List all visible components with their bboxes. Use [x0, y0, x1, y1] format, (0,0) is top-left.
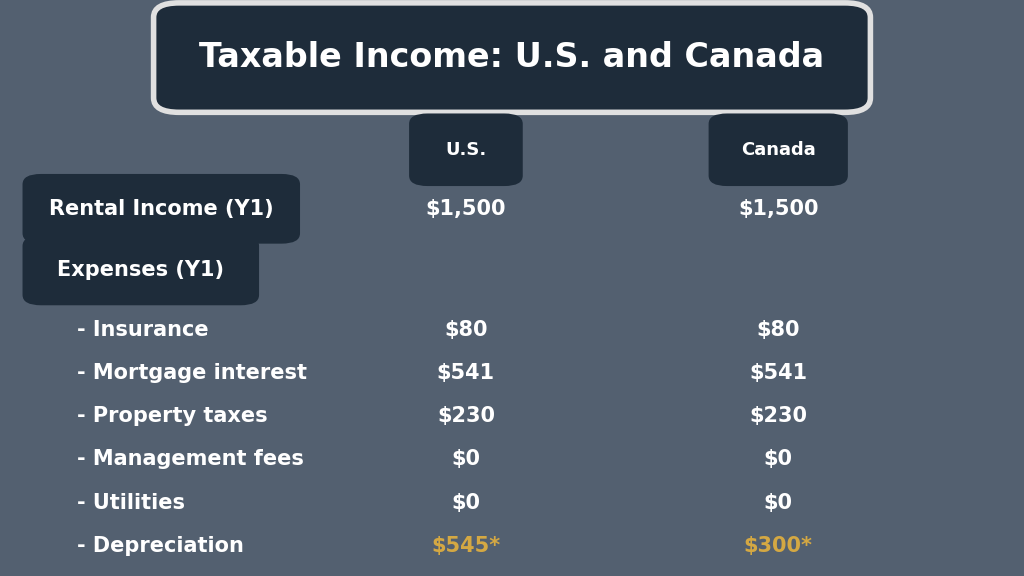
Text: $80: $80 — [757, 320, 800, 340]
Text: $541: $541 — [750, 363, 807, 383]
Text: - Insurance: - Insurance — [77, 320, 209, 340]
FancyBboxPatch shape — [23, 174, 300, 244]
Text: - Property taxes: - Property taxes — [77, 406, 267, 426]
Text: $1,500: $1,500 — [426, 199, 506, 219]
Text: - Depreciation: - Depreciation — [77, 536, 244, 556]
Text: $230: $230 — [437, 406, 495, 426]
Text: $0: $0 — [764, 449, 793, 469]
Text: - Utilities: - Utilities — [77, 492, 184, 513]
Text: U.S.: U.S. — [445, 141, 486, 159]
Text: $0: $0 — [764, 492, 793, 513]
Text: $1,500: $1,500 — [738, 199, 818, 219]
Text: $0: $0 — [452, 492, 480, 513]
Text: $230: $230 — [750, 406, 807, 426]
Text: $541: $541 — [437, 363, 495, 383]
Text: $0: $0 — [452, 449, 480, 469]
Text: Taxable Income: U.S. and Canada: Taxable Income: U.S. and Canada — [200, 41, 824, 74]
Text: Expenses (Y1): Expenses (Y1) — [57, 260, 224, 281]
Text: $300*: $300* — [743, 536, 813, 556]
Text: $80: $80 — [444, 320, 487, 340]
FancyBboxPatch shape — [23, 236, 259, 305]
Text: - Management fees: - Management fees — [77, 449, 304, 469]
FancyBboxPatch shape — [410, 113, 522, 186]
Text: Rental Income (Y1): Rental Income (Y1) — [49, 199, 273, 219]
Text: Canada: Canada — [741, 141, 815, 159]
FancyBboxPatch shape — [154, 3, 870, 112]
Text: - Mortgage interest: - Mortgage interest — [77, 363, 307, 383]
Text: $545*: $545* — [431, 536, 501, 556]
FancyBboxPatch shape — [709, 113, 848, 186]
